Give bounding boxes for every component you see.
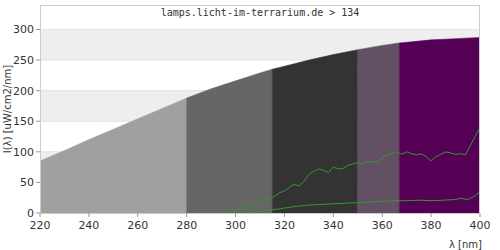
y-tick xyxy=(36,90,40,91)
y-tick xyxy=(36,151,40,152)
x-tick-label: 340 xyxy=(323,219,344,232)
x-tick-label: 300 xyxy=(225,219,246,232)
x-tick-label: 240 xyxy=(78,219,99,232)
y-tick-label: 250 xyxy=(13,54,34,67)
x-tick xyxy=(40,213,41,217)
area xyxy=(187,69,273,213)
y-tick-label: 50 xyxy=(20,176,34,189)
plot-marks xyxy=(40,37,480,213)
x-tick xyxy=(235,213,236,217)
x-tick-label: 360 xyxy=(372,219,393,232)
y-axis-label: I(λ) [uW/cm2/nm] xyxy=(2,65,13,153)
x-tick xyxy=(284,213,285,217)
y-tick xyxy=(36,213,40,214)
x-tick xyxy=(431,213,432,217)
x-tick-label: 400 xyxy=(470,219,491,232)
x-tick xyxy=(137,213,138,217)
line xyxy=(248,192,480,213)
x-tick-label: 260 xyxy=(127,219,148,232)
x-tick-label: 280 xyxy=(176,219,197,232)
y-tick xyxy=(36,60,40,61)
plot-frame xyxy=(41,6,480,214)
x-tick-label: 320 xyxy=(274,219,295,232)
x-tick-label: 380 xyxy=(421,219,442,232)
y-tick-label: 200 xyxy=(13,85,34,98)
y-tick-label: 150 xyxy=(13,115,34,128)
title: lamps.licht-im-terrarium.de > 134 xyxy=(161,7,360,18)
grid-line xyxy=(40,29,480,30)
plot-background xyxy=(40,5,480,213)
y-tick xyxy=(36,182,40,183)
y-tick-label: 100 xyxy=(13,146,34,159)
line xyxy=(223,127,480,213)
area xyxy=(399,37,480,213)
area xyxy=(40,98,187,213)
area xyxy=(272,50,358,213)
y-tick xyxy=(36,121,40,122)
x-tick xyxy=(186,213,187,217)
y-tick-label: 300 xyxy=(13,23,34,36)
x-tick xyxy=(333,213,334,217)
x-tick xyxy=(88,213,89,217)
chart: 0501001502002503002202402602803003203403… xyxy=(0,0,500,250)
y-tick xyxy=(36,29,40,30)
x-axis-label: λ [nm] xyxy=(449,239,482,250)
x-tick xyxy=(382,213,383,217)
x-tick-label: 220 xyxy=(30,219,51,232)
x-tick xyxy=(480,213,481,217)
area xyxy=(358,43,400,213)
